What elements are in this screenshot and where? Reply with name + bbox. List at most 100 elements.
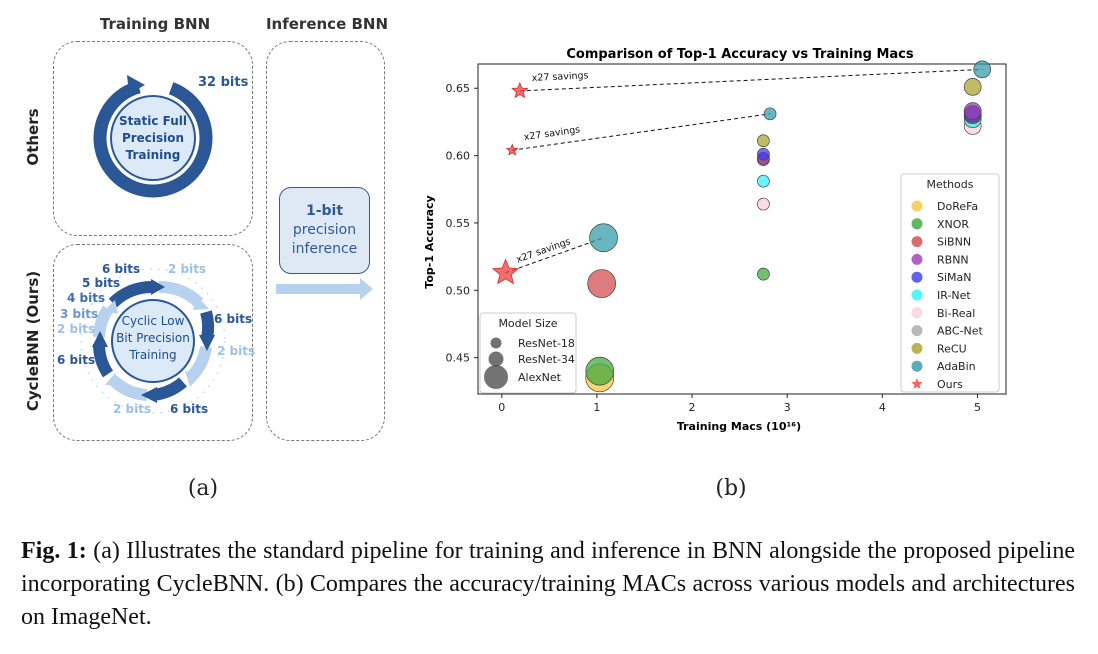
bits-stack-3: 3 bits	[60, 307, 99, 321]
legend-methods: Methods DoReFa XNOR SiBNN RBNN SiMaN IR-Net Bi-…	[900, 173, 1000, 393]
legend-size-title: Model Size	[498, 317, 557, 330]
legend-model-size: Model Size ResNet-18 ResNet-34 AlexNet	[479, 312, 577, 394]
inference-box	[266, 41, 385, 441]
savings-line	[519, 68, 983, 92]
point-xnor	[757, 267, 770, 281]
legend-swatch	[911, 325, 923, 337]
inference-node: 1-bit precision inference	[279, 187, 370, 274]
bits-right-light: 2 bits	[217, 344, 256, 358]
legend-swatch	[911, 236, 923, 248]
cyclic-ring-line-1: Cyclic Low	[121, 314, 185, 328]
outer-dotted-ring	[80, 268, 226, 414]
point-sibnn	[587, 269, 617, 298]
legend-methods-title: Methods	[927, 178, 974, 191]
cyclic-ring-line-2: Bit Precision	[116, 331, 190, 345]
ours-star-point	[511, 81, 529, 99]
bits-stack-5: 5 bits	[82, 276, 121, 290]
bits-stack-4: 4 bits	[67, 291, 106, 305]
legend-method-label: AdaBin	[937, 360, 976, 373]
legend-method-label: SiBNN	[937, 236, 971, 249]
inference-line-2: precision	[292, 222, 357, 238]
legend-size-swatch	[484, 365, 508, 389]
point-recu	[963, 78, 982, 96]
legend-size-label: ResNet-34	[518, 353, 575, 366]
inference-arrow	[276, 278, 373, 300]
subfigure-label-a: (a)	[187, 476, 219, 501]
legend-swatch	[911, 360, 923, 372]
ours-training-box	[53, 244, 253, 441]
bits-top-light: 2 bits	[168, 262, 207, 276]
inference-line-1: 1-bit	[305, 203, 344, 219]
static-ring-line-1: Static Full	[119, 114, 187, 128]
legend-swatch	[911, 200, 923, 212]
legend-method-label: DoReFa	[937, 200, 978, 213]
x-tick-label: 0	[498, 401, 505, 414]
figure-caption: Fig. 1: (a) Illustrates the standard pip…	[21, 535, 1075, 634]
point-adabin	[763, 107, 777, 121]
static-ring	[93, 78, 213, 198]
accuracy-vs-macs-chart: Comparison of Top-1 Accuracy vs Training…	[423, 47, 1007, 433]
bits-top-dark: 6 bits	[102, 262, 141, 276]
panel-a-diagram	[80, 75, 226, 414]
x-tick-label: 3	[784, 401, 791, 414]
caption-text: (a) Illustrates the standard pipeline fo…	[21, 538, 1075, 630]
legend-swatch	[911, 253, 923, 265]
ours-star-point	[491, 258, 520, 285]
bits-stack-2: 2 bits	[57, 322, 96, 336]
row-label-cyclebnn: CycleBNN (Ours)	[24, 270, 42, 412]
legend-method-label: ReCU	[937, 342, 967, 355]
point-rbnn	[963, 102, 982, 120]
savings-line	[512, 113, 771, 151]
savings-line	[505, 237, 604, 274]
legend-swatch	[911, 271, 923, 283]
legend-method-label: XNOR	[937, 218, 969, 231]
y-tick-label: 0.60	[446, 150, 471, 163]
cyclic-ring-center	[111, 299, 195, 383]
bits-right-dark: 6 bits	[214, 312, 253, 326]
x-axis-label: Training Macs (10¹⁶)	[677, 420, 801, 433]
cyclic-ring	[92, 279, 215, 403]
static-ring-center	[110, 95, 196, 181]
cyclic-ring-label: Cyclic Low Bit Precision Training	[103, 313, 203, 364]
point-ir-net	[757, 174, 770, 188]
x-tick-label: 4	[879, 401, 886, 414]
point-bi-real	[757, 197, 770, 211]
static-ring-line-3: Training	[125, 148, 181, 162]
legend-method-label: SiMaN	[937, 271, 972, 284]
legend-size-label: AlexNet	[518, 371, 562, 384]
static-ring-line-2: Precision	[121, 131, 185, 145]
point-adabin	[973, 60, 992, 79]
cyclic-ring-line-3: Training	[129, 348, 177, 362]
chart-title: Comparison of Top-1 Accuracy vs Training…	[566, 47, 914, 62]
legend-method-label: Ours	[937, 378, 963, 391]
caption-figure-number: Fig. 1:	[21, 538, 87, 564]
legend-size-swatch	[488, 351, 504, 367]
row-label-others: Others	[24, 108, 42, 166]
static-ring-arrowhead	[127, 75, 145, 94]
ours-star-point	[505, 143, 519, 156]
chart-points	[491, 60, 992, 393]
others-training-box	[53, 41, 253, 236]
legend-swatch	[911, 289, 923, 301]
legend-swatch	[911, 218, 923, 230]
legend-star-swatch	[911, 378, 923, 389]
legend-method-label: Bi-Real	[937, 307, 975, 320]
legend-method-label: IR-Net	[937, 289, 971, 302]
inference-bnn-title: Inference BNN	[265, 15, 389, 33]
point-xnor	[585, 356, 615, 386]
bits-left-dark: 6 bits	[57, 353, 96, 367]
point-recu	[757, 134, 770, 148]
legend-swatch	[911, 342, 923, 354]
y-tick-label: 0.55	[446, 217, 471, 230]
training-bnn-title: Training BNN	[99, 15, 211, 33]
legend-method-label: ABC-Net	[937, 325, 984, 338]
others-bits-label: 32 bits	[198, 75, 249, 90]
y-tick-label: 0.65	[446, 82, 471, 95]
y-tick-label: 0.45	[446, 352, 471, 365]
x-tick-label: 1	[593, 401, 600, 414]
legend-methods-box	[900, 173, 1000, 393]
y-tick-label: 0.50	[446, 284, 471, 297]
inference-line-3: inference	[291, 241, 358, 257]
point-siman	[757, 147, 770, 161]
point-adabin	[589, 223, 618, 253]
